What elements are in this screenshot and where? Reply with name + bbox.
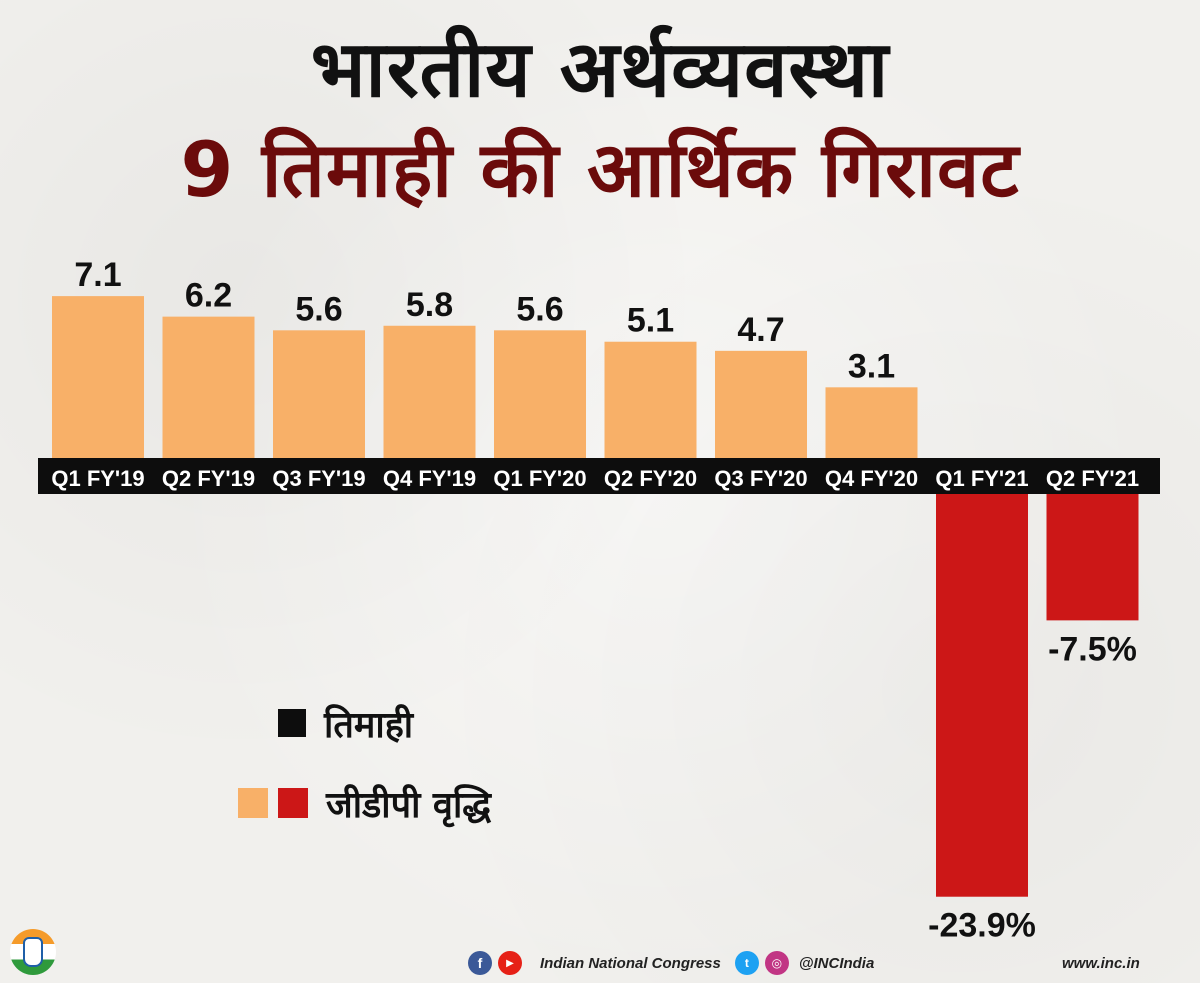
- legend-quarter: तिमाही: [238, 698, 491, 748]
- page-title: भारतीय अर्थव्यवस्था: [310, 25, 890, 115]
- tick-label-6: Q3 FY'20: [714, 466, 807, 491]
- legend-swatch-orange: [238, 788, 268, 818]
- twitter-icon[interactable]: t: [734, 951, 759, 975]
- data-label-4: 5.6: [516, 290, 563, 328]
- bar-7: [825, 387, 918, 458]
- tick-label-2: Q3 FY'19: [272, 466, 365, 491]
- data-label-3: 5.8: [406, 286, 453, 324]
- bar-8: [936, 494, 1028, 897]
- data-label-2: 5.6: [295, 290, 342, 328]
- tick-label-8: Q1 FY'21: [935, 466, 1028, 491]
- tick-label-5: Q2 FY'20: [604, 466, 697, 491]
- tick-label-3: Q4 FY'19: [383, 466, 476, 491]
- legend-swatch-red: [278, 788, 308, 818]
- legend: तिमाही जीडीपी वृद्धि: [238, 698, 491, 858]
- data-label-1: 6.2: [185, 277, 232, 315]
- bar-6: [715, 350, 807, 458]
- tick-label-0: Q1 FY'19: [51, 466, 144, 491]
- axis-band: [38, 458, 1160, 494]
- legend-quarter-label: तिमाही: [324, 704, 414, 746]
- data-label-6: 4.7: [737, 311, 784, 349]
- data-label-9: -7.5%: [1048, 630, 1137, 668]
- bar-1: [162, 316, 255, 458]
- instagram-icon[interactable]: ◎: [764, 951, 789, 975]
- legend-gdp-label: जीडीपी वृद्धि: [326, 784, 492, 826]
- bar-4: [494, 330, 586, 458]
- bar-2: [273, 330, 365, 458]
- legend-gdp: जीडीपी वृद्धि: [238, 778, 491, 828]
- social-links: f ▶ Indian National Congress t ◎ @INCInd…: [468, 951, 874, 975]
- footer-handle: @INCIndia: [798, 954, 875, 972]
- tick-label-1: Q2 FY'19: [162, 466, 255, 491]
- footer-website: www.inc.in: [1062, 955, 1140, 972]
- data-label-7: 3.1: [848, 347, 895, 385]
- data-label-8: -23.9%: [928, 907, 1036, 945]
- legend-swatch-black: [278, 709, 306, 737]
- tick-label-7: Q4 FY'20: [825, 466, 918, 491]
- congress-logo: [10, 929, 56, 975]
- bar-0: [52, 296, 144, 458]
- data-label-0: 7.1: [74, 256, 121, 294]
- bar-9: [1046, 494, 1139, 621]
- hand-icon: [23, 937, 43, 967]
- youtube-icon[interactable]: ▶: [498, 951, 522, 975]
- bar-5: [604, 341, 697, 458]
- footer-org-name: Indian National Congress: [540, 954, 721, 972]
- bar-3: [383, 325, 476, 458]
- page-subtitle: 9 तिमाही की आर्थिक गिरावट: [180, 125, 1020, 214]
- tick-label-9: Q2 FY'21: [1046, 466, 1139, 491]
- data-label-5: 5.1: [627, 302, 674, 340]
- tick-label-4: Q1 FY'20: [493, 466, 586, 491]
- footer: f ▶ Indian National Congress t ◎ @INCInd…: [0, 929, 1200, 983]
- facebook-icon[interactable]: f: [468, 951, 492, 975]
